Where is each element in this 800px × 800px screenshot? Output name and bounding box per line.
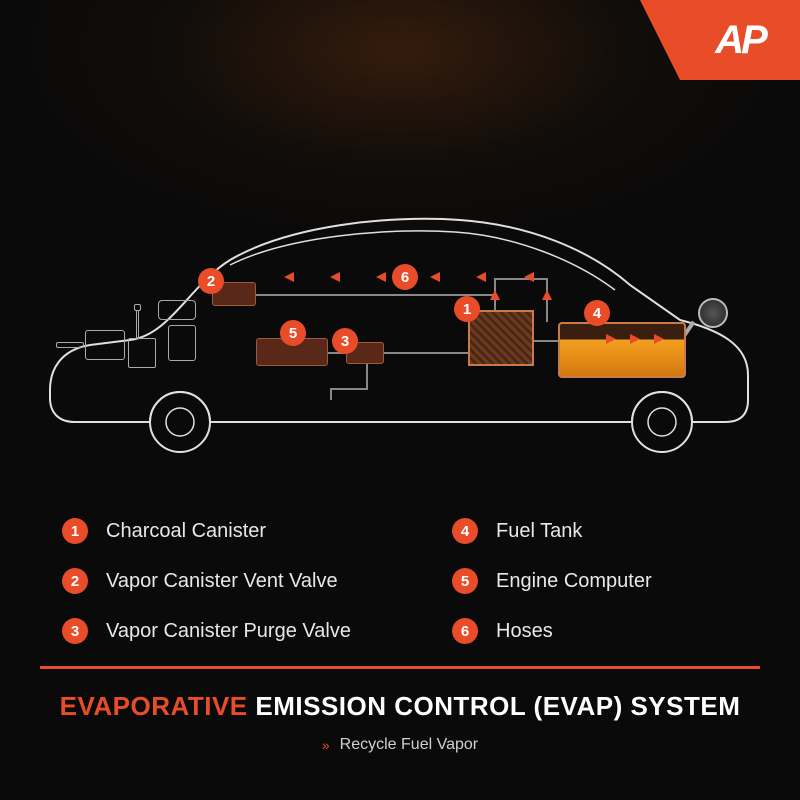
marker-6-num: 6: [401, 269, 409, 286]
brand-logo-text: AP: [715, 18, 765, 63]
legend-num-5: 5: [452, 568, 478, 594]
legend-num-5-text: 5: [461, 573, 469, 590]
legend-num-4-text: 4: [461, 523, 469, 540]
legend-item-3: 3 Vapor Canister Purge Valve: [62, 618, 442, 644]
flow-arrow: [430, 272, 440, 282]
fuel-cap: [698, 298, 728, 328]
legend-item-6: 6 Hoses: [452, 618, 752, 644]
legend-label-2: Vapor Canister Vent Valve: [106, 570, 338, 593]
exhaust-pipe: [56, 342, 84, 348]
legend-num-2-text: 2: [71, 573, 79, 590]
flow-arrow: [476, 272, 486, 282]
subtitle: » Recycle Fuel Vapor: [0, 736, 800, 754]
marker-1: 1: [454, 296, 480, 322]
flow-arrow: [284, 272, 294, 282]
legend-num-4: 4: [452, 518, 478, 544]
flow-arrow: [330, 272, 340, 282]
flow-arrow: [376, 272, 386, 282]
flow-arrow: [524, 272, 534, 282]
engine-sparkplug: [136, 310, 139, 338]
legend-num-3: 3: [62, 618, 88, 644]
legend-num-3-text: 3: [71, 623, 79, 640]
legend: 1 Charcoal Canister 4 Fuel Tank 2 Vapor …: [62, 518, 752, 644]
marker-5-num: 5: [289, 325, 297, 342]
hose-tank-up: [546, 278, 548, 322]
title-accent: EVAPORATIVE: [60, 691, 248, 721]
engine-intake: [158, 300, 196, 320]
hose-purge-canister: [384, 352, 468, 354]
legend-item-4: 4 Fuel Tank: [452, 518, 752, 544]
hose-purge-drain: [330, 388, 368, 390]
marker-4-num: 4: [593, 305, 601, 322]
marker-1-num: 1: [463, 301, 471, 318]
legend-num-2: 2: [62, 568, 88, 594]
chevron-icon: »: [322, 737, 330, 753]
title: EVAPORATIVE EMISSION CONTROL (EVAP) SYST…: [0, 691, 800, 722]
hose-purge-down: [366, 364, 368, 388]
marker-5: 5: [280, 320, 306, 346]
subtitle-text: Recycle Fuel Vapor: [340, 736, 478, 754]
engine-block: [168, 325, 196, 361]
brand-logo-badge: AP: [680, 0, 800, 80]
legend-label-4: Fuel Tank: [496, 520, 582, 543]
title-section: EVAPORATIVE EMISSION CONTROL (EVAP) SYST…: [0, 666, 800, 754]
legend-label-1: Charcoal Canister: [106, 520, 266, 543]
legend-label-3: Vapor Canister Purge Valve: [106, 620, 351, 643]
flow-arrow: [606, 334, 616, 344]
flow-arrow: [542, 290, 552, 300]
marker-4: 4: [584, 300, 610, 326]
title-rest: EMISSION CONTROL (EVAP) SYSTEM: [255, 691, 740, 721]
hose-canister-top: [494, 278, 548, 280]
marker-3-num: 3: [341, 333, 349, 350]
engine-sparkplug-tip: [134, 304, 141, 311]
flow-arrow: [654, 334, 664, 344]
engine-exhaust: [85, 330, 125, 360]
legend-item-1: 1 Charcoal Canister: [62, 518, 442, 544]
hose-purge-drain2: [330, 388, 332, 400]
divider-line: [40, 666, 760, 669]
legend-item-5: 5 Engine Computer: [452, 568, 752, 594]
engine-piston: [128, 338, 156, 368]
legend-num-6-text: 6: [461, 623, 469, 640]
marker-3: 3: [332, 328, 358, 354]
car-diagram: 1 2 3 4 5 6: [30, 190, 770, 490]
charcoal-canister: [468, 310, 534, 366]
legend-label-6: Hoses: [496, 620, 553, 643]
marker-6: 6: [392, 264, 418, 290]
marker-2-num: 2: [207, 273, 215, 290]
legend-item-2: 2 Vapor Canister Vent Valve: [62, 568, 442, 594]
legend-num-1: 1: [62, 518, 88, 544]
hose-upper: [256, 294, 494, 296]
legend-num-6: 6: [452, 618, 478, 644]
flow-arrow: [490, 290, 500, 300]
fuel-tank: [558, 322, 686, 378]
marker-2: 2: [198, 268, 224, 294]
legend-num-1-text: 1: [71, 523, 79, 540]
legend-label-5: Engine Computer: [496, 570, 652, 593]
hose-canister-tank: [534, 340, 560, 342]
flow-arrow: [630, 334, 640, 344]
